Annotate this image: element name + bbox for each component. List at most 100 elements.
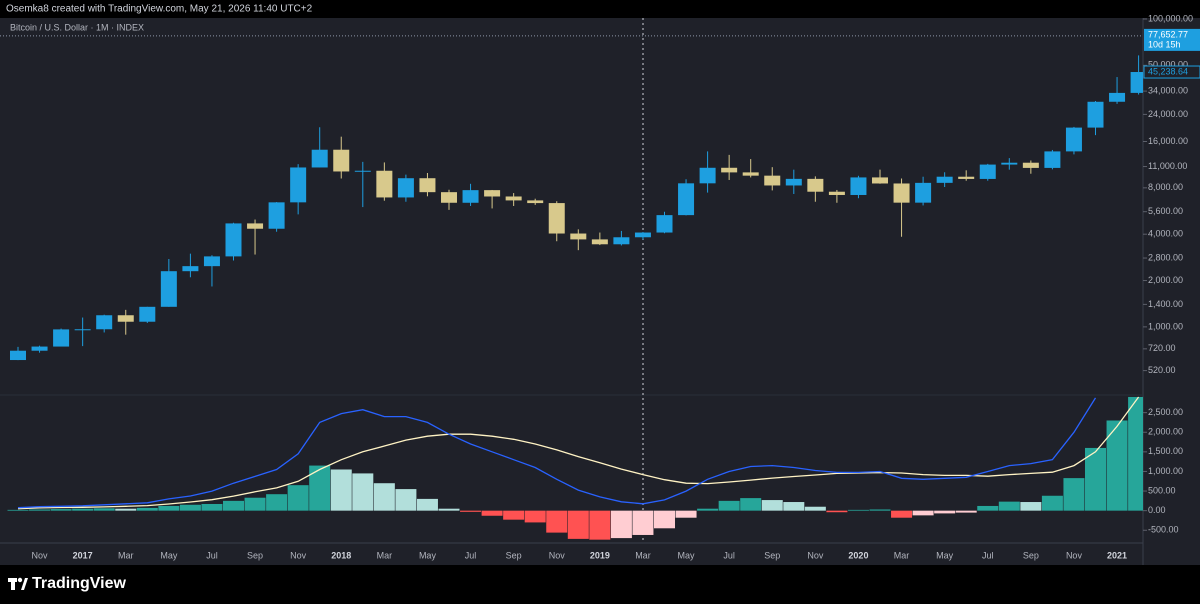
x-tick-label: May bbox=[419, 550, 437, 560]
chart-area bbox=[0, 18, 1200, 565]
y-tick-label: 34,000.00 bbox=[1148, 85, 1188, 95]
candle-body bbox=[53, 329, 70, 347]
x-tick-label: 2019 bbox=[590, 550, 610, 560]
histogram-bar bbox=[632, 510, 654, 535]
macd-line bbox=[17, 397, 1097, 509]
histogram-bar bbox=[869, 509, 891, 511]
candle-body bbox=[591, 239, 608, 245]
chart-title: Bitcoin / U.S. Dollar · 1M · INDEX bbox=[10, 22, 144, 32]
histogram-bar bbox=[567, 510, 589, 539]
x-tick-label: 2020 bbox=[848, 550, 868, 560]
x-tick-label: Mar bbox=[377, 550, 393, 560]
close-label: 45,238.64 bbox=[1148, 66, 1188, 76]
candle-body bbox=[828, 191, 845, 195]
x-tick-label: 2018 bbox=[331, 550, 351, 560]
x-tick-label: Jul bbox=[982, 550, 994, 560]
x-tick-label: 2021 bbox=[1107, 550, 1127, 560]
y-tick-label: 5,600.00 bbox=[1148, 206, 1183, 216]
x-tick-label: Nov bbox=[290, 550, 307, 560]
x-tick-label: Nov bbox=[32, 550, 49, 560]
histogram-bar bbox=[481, 510, 503, 516]
histogram-bar bbox=[438, 508, 460, 511]
x-tick-label: Mar bbox=[118, 550, 134, 560]
candle-body bbox=[311, 149, 328, 168]
histogram-bar bbox=[891, 510, 913, 518]
histogram-bar bbox=[158, 505, 180, 511]
candle-body bbox=[225, 223, 242, 257]
candle-body bbox=[462, 190, 479, 203]
candle-body bbox=[160, 271, 177, 307]
x-tick-label: Jul bbox=[206, 550, 218, 560]
x-tick-label: May bbox=[678, 550, 696, 560]
histogram-bar bbox=[416, 498, 438, 511]
histogram-bar bbox=[29, 509, 51, 511]
histogram-bar bbox=[718, 500, 740, 511]
x-tick-label: Sep bbox=[764, 550, 780, 560]
histogram-bar bbox=[977, 505, 999, 511]
y-tick-label: 100,000.00 bbox=[1148, 13, 1193, 23]
candle-body bbox=[1001, 162, 1018, 165]
histogram-bar bbox=[955, 510, 977, 513]
y-tick-label: 2,800.00 bbox=[1148, 252, 1183, 262]
histogram-bar bbox=[998, 501, 1020, 511]
candle-body bbox=[117, 315, 134, 322]
y-tick-label: 11,000.00 bbox=[1148, 161, 1187, 171]
x-tick-label: Jul bbox=[465, 550, 477, 560]
candle-body bbox=[527, 200, 544, 204]
candle-body bbox=[979, 164, 996, 179]
histogram-bar bbox=[201, 503, 223, 511]
y-tick-label: 4,000.00 bbox=[1148, 229, 1183, 239]
histogram-bar bbox=[395, 489, 417, 511]
candle-body bbox=[548, 203, 565, 234]
histogram-bar bbox=[352, 473, 374, 511]
countdown: 10d 15h bbox=[1148, 39, 1181, 49]
y-tick-label: 24,000.00 bbox=[1148, 109, 1188, 119]
price-pane bbox=[10, 55, 1143, 361]
candle-body bbox=[419, 178, 436, 193]
histogram-bar bbox=[847, 509, 869, 511]
candle-body bbox=[441, 192, 457, 203]
candle-body bbox=[247, 223, 264, 229]
last-price-label: 77,652.77 bbox=[1148, 29, 1188, 39]
histogram-bar bbox=[115, 508, 137, 511]
candle-body bbox=[182, 266, 199, 272]
candle-body bbox=[1109, 92, 1126, 102]
y-tick-label: 2,500.00 bbox=[1148, 407, 1183, 417]
candle-body bbox=[505, 196, 522, 201]
candle-body bbox=[1087, 101, 1104, 128]
x-tick-label: Nov bbox=[549, 550, 566, 560]
histogram-bar bbox=[223, 500, 244, 511]
macd-pane bbox=[7, 396, 1143, 540]
candle-body bbox=[354, 170, 371, 172]
candle-body bbox=[742, 172, 759, 176]
candle-body bbox=[31, 346, 48, 351]
x-tick-label: Nov bbox=[1066, 550, 1083, 560]
histogram-bar bbox=[50, 509, 72, 511]
histogram-bar bbox=[783, 502, 805, 511]
y-tick-label: 2,000.00 bbox=[1148, 275, 1183, 285]
histogram-bar bbox=[179, 504, 201, 511]
candle-body bbox=[721, 167, 738, 173]
histogram-bar bbox=[1128, 396, 1143, 511]
y-tick-label: 8,000.00 bbox=[1148, 182, 1183, 192]
histogram-bar bbox=[72, 508, 94, 511]
y-tick-label: 1,000.00 bbox=[1148, 321, 1183, 331]
histogram-bar bbox=[1106, 420, 1128, 511]
histogram-bar bbox=[1041, 495, 1063, 511]
candle-body bbox=[699, 167, 716, 184]
candle-body bbox=[376, 170, 393, 198]
candle-body bbox=[96, 315, 113, 330]
y-tick-label: 720.00 bbox=[1148, 343, 1176, 353]
histogram-bar bbox=[330, 469, 352, 511]
histogram-bar bbox=[761, 500, 783, 511]
histogram-bar bbox=[309, 465, 331, 511]
logo bbox=[8, 577, 28, 590]
histogram-bar bbox=[93, 508, 115, 511]
x-tick-label: Mar bbox=[894, 550, 910, 560]
candle-body bbox=[850, 177, 867, 195]
x-tick-label: Sep bbox=[1023, 550, 1039, 560]
candle-body bbox=[333, 149, 350, 172]
y-tick-label: -500.00 bbox=[1148, 525, 1179, 535]
histogram-bar bbox=[373, 483, 395, 511]
candle-body bbox=[484, 190, 501, 197]
